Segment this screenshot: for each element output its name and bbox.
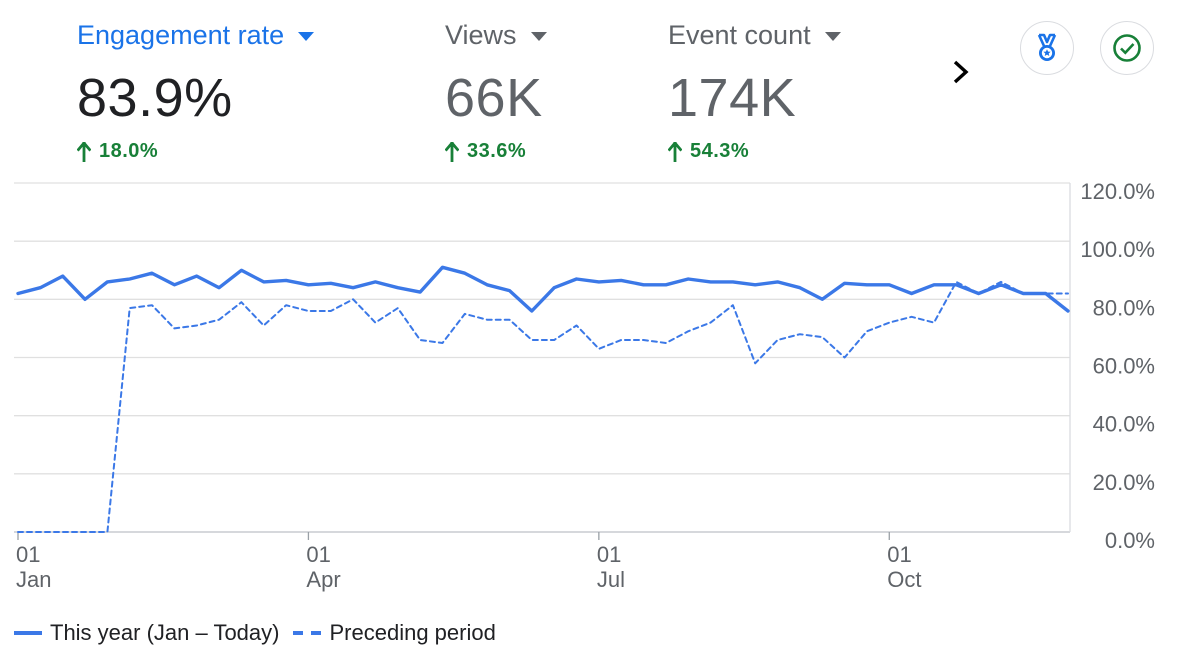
metric-selector-views[interactable]: Views xyxy=(445,18,547,52)
y-tick-label: 0.0% xyxy=(1105,528,1155,553)
metric-title: Event count xyxy=(668,20,811,50)
y-tick-label: 80.0% xyxy=(1093,295,1155,320)
y-tick-label: 100.0% xyxy=(1080,237,1155,262)
engagement-rate-line-chart: 120.0%100.0%80.0%60.0%40.0%20.0%0.0%01Ja… xyxy=(14,179,1155,592)
next-metrics-button[interactable] xyxy=(944,52,980,92)
y-tick-label: 120.0% xyxy=(1080,179,1155,204)
x-tick-day: 01 xyxy=(597,542,621,567)
series-line-preceding-period xyxy=(17,280,1069,533)
metric-change-value: 18.0% xyxy=(99,140,159,162)
chevron-right-icon xyxy=(953,60,969,84)
y-tick-label: 40.0% xyxy=(1093,412,1155,437)
metric-change-value: 54.3% xyxy=(690,140,750,162)
metric-engagement-rate[interactable]: Engagement rate 83.9% 18.0% xyxy=(77,18,315,163)
metric-title: Views xyxy=(445,20,517,50)
metric-change: 54.3% xyxy=(668,140,841,163)
data-quality-button[interactable] xyxy=(1100,21,1154,75)
arrow-up-icon xyxy=(77,141,91,162)
legend-swatch-solid xyxy=(14,631,42,635)
caret-down-icon xyxy=(298,31,315,41)
x-tick-month: Oct xyxy=(887,567,921,592)
legend-swatch-dashed xyxy=(293,631,322,635)
x-tick-month: Jan xyxy=(16,567,51,592)
metric-change: 33.6% xyxy=(445,140,547,163)
x-tick-day: 01 xyxy=(16,542,40,567)
legend-label: This year (Jan – Today) xyxy=(50,620,280,645)
y-tick-label: 60.0% xyxy=(1093,354,1155,379)
metric-value: 83.9% xyxy=(77,68,233,128)
metric-selector-event-count[interactable]: Event count xyxy=(668,18,841,52)
medal-icon xyxy=(1037,33,1057,61)
metric-value: 174K xyxy=(668,68,797,128)
x-tick-day: 01 xyxy=(887,542,911,567)
caret-down-icon xyxy=(824,31,841,41)
insights-button[interactable] xyxy=(1020,21,1074,75)
arrow-up-icon xyxy=(668,141,682,162)
metric-views[interactable]: Views 66K 33.6% xyxy=(445,18,547,163)
caret-down-icon xyxy=(530,31,547,41)
x-tick-month: Jul xyxy=(597,567,625,592)
series-line-this-year xyxy=(16,265,1070,313)
metric-event-count[interactable]: Event count 174K 54.3% xyxy=(668,18,841,163)
metric-selector-engagement-rate[interactable]: Engagement rate xyxy=(77,18,315,52)
legend-item-this-year[interactable]: This year (Jan – Today) xyxy=(14,620,279,646)
x-tick-day: 01 xyxy=(306,542,330,567)
y-tick-label: 20.0% xyxy=(1093,470,1155,495)
metric-change-value: 33.6% xyxy=(467,140,527,162)
metric-title: Engagement rate xyxy=(77,20,285,50)
x-tick-month: Apr xyxy=(306,567,340,592)
check-circle-icon xyxy=(1113,34,1141,62)
metric-change: 18.0% xyxy=(77,140,314,163)
chart-legend: This year (Jan – Today) Preceding period xyxy=(14,620,510,646)
arrow-up-icon xyxy=(445,141,459,162)
legend-item-preceding-period[interactable]: Preceding period xyxy=(293,620,496,646)
legend-label: Preceding period xyxy=(329,620,496,645)
metric-value: 66K xyxy=(445,68,543,128)
